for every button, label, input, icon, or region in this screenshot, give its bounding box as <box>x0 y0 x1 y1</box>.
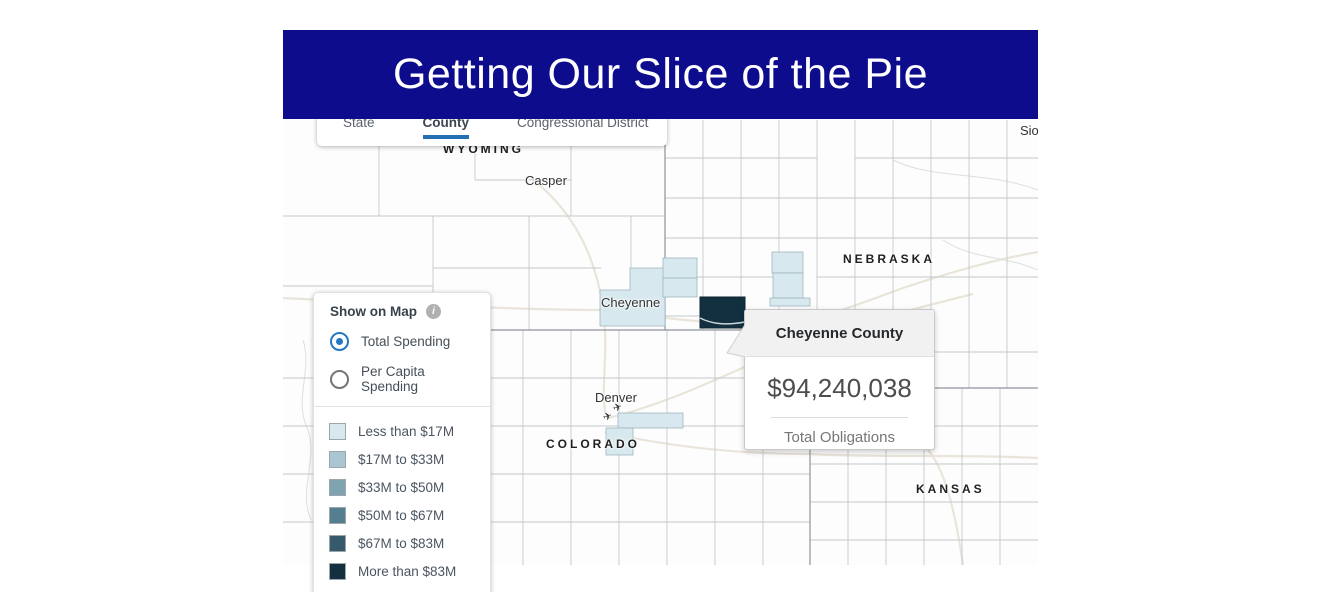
radio-total-spending[interactable]: Total Spending <box>330 332 476 351</box>
tooltip-caption: Total Obligations <box>784 429 895 446</box>
city-label-sioux-clipped: Sio <box>1020 123 1038 138</box>
show-on-map-title: Show on Map <box>330 304 417 319</box>
state-label-kansas: KANSAS <box>916 482 985 496</box>
county-shaded-2[interactable] <box>662 277 698 298</box>
show-on-map-panel: Show on Map i Total Spending Per Capita … <box>313 292 491 592</box>
state-label-colorado: COLORADO <box>546 437 640 451</box>
radio-total-spending-label: Total Spending <box>361 334 451 349</box>
state-borders <box>343 120 1038 565</box>
tooltip-header: Cheyenne County <box>745 310 934 357</box>
tooltip-county-name: Cheyenne County <box>775 324 904 342</box>
county-shaded-3[interactable] <box>771 251 804 274</box>
banner-title-text: Getting Our Slice of the Pie <box>392 50 929 98</box>
legend-bin-row: Less than $17M <box>329 417 476 445</box>
legend-bin-row: $67M to $83M <box>329 529 476 557</box>
legend-bin-label: More than $83M <box>358 563 457 579</box>
legend-bin-row: $33M to $50M <box>329 473 476 501</box>
county-shaded-5[interactable] <box>769 297 811 307</box>
radio-per-capita-spending[interactable]: Per Capita Spending <box>330 364 476 394</box>
legend-bin-label: $50M to $67M <box>358 507 445 523</box>
title-banner: Getting Our Slice of the Pie <box>283 30 1038 119</box>
county-shaded-denver-south[interactable] <box>605 427 634 456</box>
tooltip-divider <box>771 417 908 418</box>
legend-bin-label: $33M to $50M <box>358 479 445 495</box>
river-lines <box>301 159 1038 521</box>
city-label-denver: Denver <box>595 390 637 405</box>
legend-swatch <box>329 450 346 468</box>
legend-swatch <box>329 534 346 552</box>
county-tooltip: Cheyenne County $94,240,038 Total Obliga… <box>726 309 935 450</box>
radio-unselected-icon <box>330 369 349 389</box>
legend-swatch <box>329 478 346 496</box>
show-on-map-controls: Show on Map i Total Spending Per Capita … <box>314 293 490 407</box>
road-through-selected-county <box>699 317 746 325</box>
info-icon[interactable]: i <box>426 304 441 319</box>
state-label-nebraska: NEBRASKA <box>843 252 936 266</box>
legend-bin-label: $17M to $33M <box>358 451 445 467</box>
legend-bin-label: Less than $17M <box>358 423 455 439</box>
legend-bin-row: $50M to $67M <box>329 501 476 529</box>
legend-bin-label: $67M to $83M <box>358 535 445 551</box>
radio-selected-icon <box>330 332 349 351</box>
legend-bin-list: Less than $17M $17M to $33M $33M to $50M… <box>314 407 490 592</box>
city-label-cheyenne: Cheyenne <box>601 295 661 310</box>
county-shaded-4[interactable] <box>772 272 804 299</box>
legend-bin-row: More than $83M <box>329 557 476 585</box>
tooltip-amount: $94,240,038 <box>767 373 912 403</box>
city-label-casper: Casper <box>525 173 567 188</box>
legend-bin-row: $17M to $33M <box>329 445 476 473</box>
county-shaded-denver-east[interactable] <box>617 412 684 429</box>
legend-swatch <box>329 422 346 440</box>
legend-swatch <box>329 562 346 580</box>
legend-swatch <box>329 506 346 524</box>
tooltip-pointer <box>726 322 746 358</box>
radio-per-capita-spending-label: Per Capita Spending <box>361 364 425 394</box>
county-shaded-1[interactable] <box>662 257 698 279</box>
